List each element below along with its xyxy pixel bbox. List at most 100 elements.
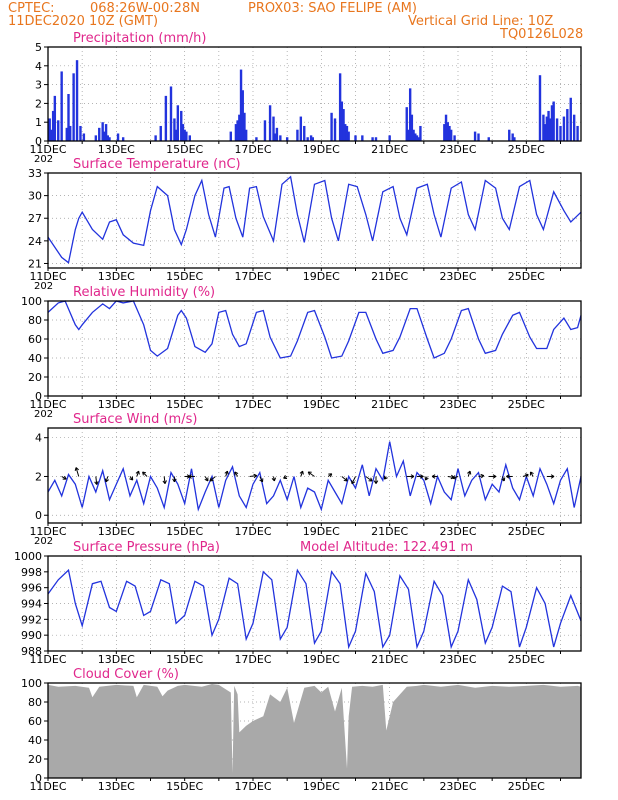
precip-bar [268, 105, 272, 141]
precip-bar [311, 137, 314, 141]
xtick-label: 23DEC [439, 525, 476, 538]
precip-bar [340, 101, 344, 141]
xtick-label: 15DEC [166, 270, 203, 283]
precip-bar [164, 95, 168, 141]
panel-title-precip: Precipitation (mm/h) [73, 31, 206, 46]
xtick-label: 13DEC [98, 398, 135, 411]
precip-bar [121, 137, 125, 141]
xtick-label: 23DEC [439, 780, 476, 793]
xtick-label: 17DEC [234, 525, 271, 538]
xtick-label: 13DEC [98, 525, 135, 538]
model-altitude-label: Model Altitude: 122.491 m [300, 540, 473, 555]
panel-frame [47, 682, 582, 779]
rh-line [47, 300, 582, 359]
precip-bar [371, 137, 374, 141]
ytick-label: 0 [35, 509, 42, 522]
xtick-label: 15DEC [166, 780, 203, 793]
precip-bar [572, 114, 576, 141]
precip-bar [338, 73, 342, 141]
year-stub: 202 [34, 409, 53, 420]
xtick-label: 11DEC [29, 270, 66, 283]
wind-vector [75, 467, 80, 477]
precip-bar [106, 135, 109, 141]
precip-bar [241, 90, 244, 141]
precip-bar [183, 129, 186, 141]
wind-vector-head [299, 470, 304, 475]
wind-line [47, 441, 582, 512]
precip-bar [154, 135, 157, 141]
precip-bar [234, 124, 238, 141]
wind-vector-head [452, 475, 457, 480]
xtick-label: 11DEC [29, 780, 66, 793]
precip-bar [239, 69, 243, 141]
xtick-label: 19DEC [303, 525, 340, 538]
wind-vector-head [420, 474, 424, 479]
precip-bar [57, 120, 60, 141]
ytick-label: 40 [28, 734, 42, 747]
ytick-label: 1000 [14, 550, 42, 563]
precip-bar [101, 122, 104, 141]
ytick-label: 20 [28, 371, 42, 384]
ytick-label: 30 [28, 190, 42, 203]
wind-vector-head [259, 478, 264, 483]
wind-vector-head [373, 480, 379, 484]
ytick-label: 5 [35, 41, 42, 54]
xtick-label: 13DEC [98, 270, 135, 283]
precip-bar [67, 94, 70, 141]
ytick-label: 2 [35, 97, 42, 110]
pres-line [47, 568, 582, 650]
wind-vector-head [506, 474, 510, 479]
xtick-label: 17DEC [234, 398, 271, 411]
wind-vector [351, 476, 356, 484]
precip-bar [296, 129, 299, 141]
precip-bar [173, 118, 176, 141]
wind-vector-head [94, 481, 99, 485]
xtick-label: 11DEC [29, 143, 66, 156]
precip-bar [108, 137, 111, 141]
panel-frame [47, 46, 582, 142]
precip-bar [412, 129, 415, 141]
precip-bar [94, 135, 98, 141]
precip-bar [419, 125, 422, 141]
precip-bar [330, 112, 333, 141]
panel-frame [47, 172, 582, 269]
ytick-label: 998 [21, 566, 42, 579]
xtick-label: 23DEC [439, 398, 476, 411]
panel-title-cloud: Cloud Cover (%) [73, 667, 179, 682]
xtick-label: 23DEC [439, 653, 476, 666]
header-station: PROX03: SAO FELIPE (AM) [248, 1, 417, 16]
ytick-label: 0 [35, 135, 42, 148]
precip-bar [361, 135, 364, 141]
precip-bar [443, 124, 446, 141]
precip-bar [79, 125, 82, 141]
ytick-label: 100 [21, 295, 42, 308]
xtick-label: 15DEC [166, 653, 203, 666]
precip-bar [65, 127, 68, 141]
precip-bar [414, 133, 417, 141]
wind-vector-head [234, 471, 239, 476]
wind-vector-head [529, 471, 534, 476]
xtick-label: 17DEC [234, 270, 271, 283]
precip-bar [410, 114, 414, 141]
panel-title-wind: Surface Wind (m/s) [73, 412, 197, 427]
xtick-label: 13DEC [98, 780, 135, 793]
precip-bar [347, 131, 350, 141]
panel-frame [47, 300, 582, 397]
xtick-label: 11DEC [29, 398, 66, 411]
ytick-label: 80 [28, 696, 42, 709]
wind-vector [249, 475, 257, 477]
precip-bar [417, 137, 420, 141]
ytick-label: 988 [21, 645, 42, 658]
precip-bar [60, 71, 63, 141]
precip-bar [555, 118, 559, 141]
precip-bar [72, 73, 75, 141]
precip-bar [309, 135, 313, 141]
header-code: TQ0126L028 [500, 27, 584, 42]
year-stub: 202 [34, 281, 53, 292]
xtick-label: 15DEC [166, 525, 203, 538]
precip-bar [542, 114, 545, 141]
precip-bar [50, 129, 53, 141]
precip-bar [562, 116, 566, 141]
panel-frame [47, 555, 582, 652]
xtick-label: 19DEC [303, 398, 340, 411]
